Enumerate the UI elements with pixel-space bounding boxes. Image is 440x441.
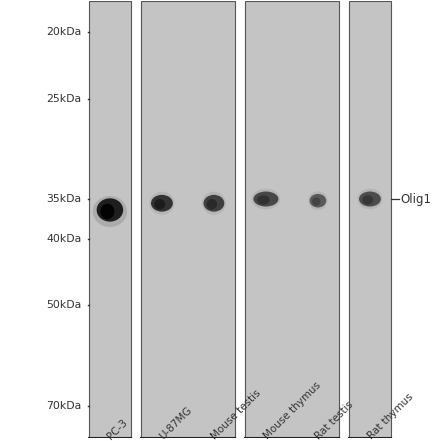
- Text: 70kDa: 70kDa: [46, 401, 81, 411]
- Ellipse shape: [308, 191, 327, 210]
- Text: Rat thymus: Rat thymus: [366, 392, 415, 441]
- Ellipse shape: [312, 197, 320, 206]
- Ellipse shape: [151, 195, 173, 212]
- Text: Rat testis: Rat testis: [313, 399, 356, 441]
- Ellipse shape: [362, 195, 373, 205]
- Text: 25kDa: 25kDa: [46, 93, 81, 104]
- Ellipse shape: [253, 191, 279, 206]
- Ellipse shape: [207, 199, 217, 209]
- Text: 20kDa: 20kDa: [46, 27, 81, 37]
- Text: Mouse testis: Mouse testis: [209, 388, 263, 441]
- Text: 40kDa: 40kDa: [46, 234, 81, 244]
- Text: 50kDa: 50kDa: [46, 300, 81, 310]
- Ellipse shape: [310, 194, 326, 207]
- Text: U-87MG: U-87MG: [158, 404, 194, 441]
- Bar: [349, 1, 391, 438]
- Ellipse shape: [252, 189, 280, 209]
- Ellipse shape: [93, 196, 127, 227]
- Ellipse shape: [97, 198, 123, 222]
- Text: PC-3: PC-3: [106, 417, 129, 441]
- Bar: [141, 1, 235, 438]
- Text: Olig1: Olig1: [400, 193, 431, 206]
- Ellipse shape: [202, 192, 226, 215]
- Text: 35kDa: 35kDa: [46, 194, 81, 204]
- Ellipse shape: [149, 192, 175, 215]
- Text: Mouse thymus: Mouse thymus: [261, 380, 323, 441]
- Ellipse shape: [359, 191, 381, 206]
- Bar: [89, 1, 131, 438]
- Ellipse shape: [257, 195, 270, 205]
- Ellipse shape: [357, 189, 382, 209]
- Ellipse shape: [154, 199, 165, 209]
- Ellipse shape: [204, 195, 224, 212]
- Bar: [245, 1, 339, 438]
- Ellipse shape: [100, 204, 114, 219]
